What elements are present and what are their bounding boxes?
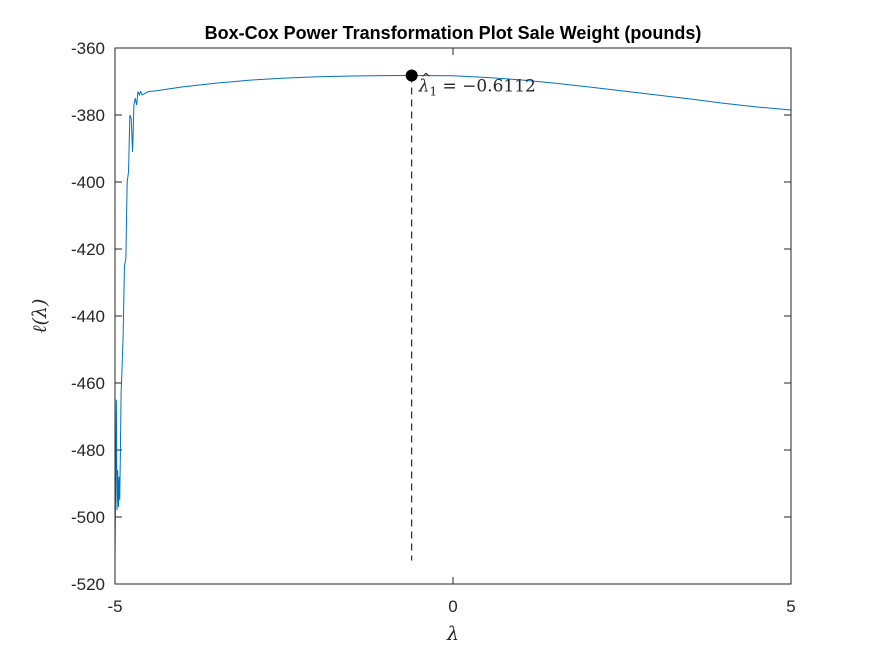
- x-tick-label: 0: [448, 597, 457, 616]
- axes-box: [114, 47, 792, 585]
- x-axis-label: λ: [446, 623, 459, 645]
- y-tick-label: -360: [71, 39, 105, 58]
- y-axis-label: ℓ(λ): [29, 299, 51, 334]
- y-tick-label: -520: [71, 575, 105, 594]
- x-tick-label: -5: [107, 597, 122, 616]
- log-likelihood-curve: [114, 74, 792, 558]
- y-tick-label: -400: [71, 173, 105, 192]
- lambda-subscript: 1: [429, 84, 437, 98]
- x-tick-label: 5: [786, 597, 795, 616]
- y-tick-label: -380: [71, 106, 105, 125]
- max-point-marker: [405, 69, 418, 82]
- y-tick-label: -420: [71, 240, 105, 259]
- lambda-estimate-value: = −0.6112: [437, 76, 536, 96]
- y-tick-label: -440: [71, 307, 105, 326]
- y-tick-label: -460: [71, 374, 105, 393]
- lambda-estimate-label: λ1 = −0.6112: [418, 76, 536, 98]
- lambda-hat-accent: ^: [421, 71, 432, 86]
- chart-title: Box-Cox Power Transformation Plot Sale W…: [205, 23, 702, 43]
- y-tick-label: -500: [71, 508, 105, 527]
- lambda-hat-symbol: λ: [418, 76, 430, 96]
- plot-area: [115, 48, 791, 584]
- y-tick-label: -480: [71, 441, 105, 460]
- y-axis-ticks: -520 -500 -480 -460 -440 -420 -400 -380 -360: [71, 39, 791, 594]
